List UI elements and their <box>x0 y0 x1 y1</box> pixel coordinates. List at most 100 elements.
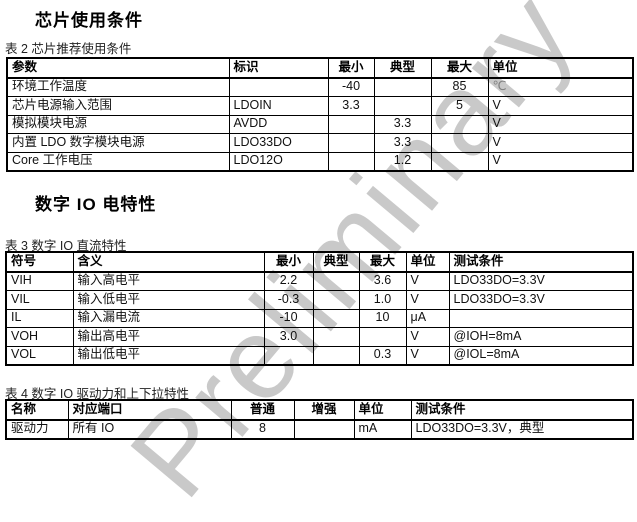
table-cell <box>373 96 432 116</box>
table-caption-recommended-conditions: 表 2 芯片推荐使用条件 <box>5 42 132 56</box>
table-body: 环境工作温度 -40 85 ℃ 芯片电源输入范围 LDOIN 3.3 5 V 模拟模块电源 AVDD… <box>6 77 634 172</box>
table-cell: -40 <box>327 77 375 97</box>
table-cell: LDO12O <box>228 151 329 172</box>
table-caption-io-drive-pullup-pulldown: 表 4 数字 IO 驱动力和上下拉特性 <box>5 387 190 401</box>
table-cell <box>312 327 360 347</box>
table-cell <box>312 308 360 328</box>
section-heading-digital-io-characteristics: 数字 IO 电特性 <box>35 195 157 214</box>
table-cell <box>263 345 314 366</box>
table-cell: V <box>405 271 450 291</box>
column-header: 单位 <box>487 57 634 79</box>
column-header: 典型 <box>373 57 432 79</box>
table-cell: VOL <box>5 345 74 366</box>
table-cell: VIL <box>5 290 74 310</box>
column-header: 增强 <box>293 399 355 421</box>
table-cell: VIH <box>5 271 74 291</box>
table-cell: 3.3 <box>373 114 432 134</box>
table-cell: 所有 IO <box>67 419 232 440</box>
table-cell: 3.6 <box>358 271 407 291</box>
table-cell: V <box>487 133 634 153</box>
table-cell: LDO33DO=3.3V <box>448 271 634 291</box>
datasheet-page: 芯片使用条件 表 2 芯片推荐使用条件 参数 标识 最小 典型 最大 单位 环境工作温度 -… <box>5 11 634 440</box>
table-cell: 1.2 <box>373 151 432 172</box>
table-cell: LDO33DO=3.3V，典型 <box>410 419 634 440</box>
table-io-drive-strength: 名称 对应端口 普通 增强 单位 测试条件 驱动力 所有 IO 8 mA LDO33DO=3.3V… <box>5 399 634 440</box>
column-header: 对应端口 <box>67 399 232 421</box>
table-row: VOH 输出高电平 3.0 V @IOH=8mA <box>5 327 634 347</box>
table-row: 环境工作温度 -40 85 ℃ <box>6 77 634 97</box>
table-cell: 驱动力 <box>5 419 69 440</box>
table-cell <box>312 290 360 310</box>
table-cell <box>293 419 355 440</box>
table-row: IL 输入漏电流 -10 10 μA <box>5 308 634 328</box>
table-cell: 输入低电平 <box>72 290 265 310</box>
table-cell <box>448 308 634 328</box>
table-cell: 10 <box>358 308 407 328</box>
table-cell: 环境工作温度 <box>6 77 230 97</box>
column-header: 最大 <box>430 57 489 79</box>
table-cell: IL <box>5 308 74 328</box>
table-header-row: 符号 含义 最小 典型 最大 单位 测试条件 <box>5 251 634 273</box>
section-heading-chip-operating-conditions: 芯片使用条件 <box>35 11 143 30</box>
table-cell <box>373 77 432 97</box>
table-cell: LDOIN <box>228 96 329 116</box>
column-header: 标识 <box>228 57 329 79</box>
table-cell: V <box>405 290 450 310</box>
table-body: 驱动力 所有 IO 8 mA LDO33DO=3.3V，典型 <box>5 419 634 440</box>
table-cell <box>430 133 489 153</box>
table-cell: AVDD <box>228 114 329 134</box>
column-header: 普通 <box>230 399 295 421</box>
table-row: 内置 LDO 数字模块电源 LDO33DO 3.3 V <box>6 133 634 153</box>
table-cell: μA <box>405 308 450 328</box>
table-cell: 5 <box>430 96 489 116</box>
table-row: VIL 输入低电平 -0.3 1.0 V LDO33DO=3.3V <box>5 290 634 310</box>
table-cell: 1.0 <box>358 290 407 310</box>
column-header: 测试条件 <box>410 399 634 421</box>
table-cell: V <box>405 327 450 347</box>
column-header: 参数 <box>6 57 230 79</box>
table-cell: LDO33DO <box>228 133 329 153</box>
table-cell: 输出低电平 <box>72 345 265 366</box>
column-header: 测试条件 <box>448 251 634 273</box>
table-cell: 模拟模块电源 <box>6 114 230 134</box>
table-row: 芯片电源输入范围 LDOIN 3.3 5 V <box>6 96 634 116</box>
header-row: 参数 标识 最小 典型 最大 单位 <box>6 57 634 79</box>
table-cell: 输出高电平 <box>72 327 265 347</box>
table-cell: 3.3 <box>327 96 375 116</box>
table-row: VIH 输入高电平 2.2 3.6 V LDO33DO=3.3V <box>5 271 634 291</box>
table-cell <box>228 77 329 97</box>
table-cell: -0.3 <box>263 290 314 310</box>
table-cell <box>312 271 360 291</box>
table-cell <box>327 114 375 134</box>
table-cell: -10 <box>263 308 314 328</box>
table-cell: V <box>487 114 634 134</box>
table-cell <box>327 151 375 172</box>
table-cell: V <box>487 96 634 116</box>
table-cell <box>358 327 407 347</box>
table-cell: 内置 LDO 数字模块电源 <box>6 133 230 153</box>
table-cell <box>430 114 489 134</box>
table-recommended-operating-conditions: 参数 标识 最小 典型 最大 单位 环境工作温度 -40 85 ℃ 芯片电源输入范围 LDOIN 3.… <box>6 57 634 172</box>
table-cell: 3.3 <box>373 133 432 153</box>
table-cell: @IOH=8mA <box>448 327 634 347</box>
header-row: 符号 含义 最小 典型 最大 单位 测试条件 <box>5 251 634 273</box>
table-cell: 85 <box>430 77 489 97</box>
table-body: VIH 输入高电平 2.2 3.6 V LDO33DO=3.3V VIL 输入低电平 -0.3 1… <box>5 271 634 366</box>
table-cell: 2.2 <box>263 271 314 291</box>
table-cell <box>327 133 375 153</box>
table-row: Core 工作电压 LDO12O 1.2 V <box>6 151 634 172</box>
column-header: 最大 <box>358 251 407 273</box>
table-cell <box>312 345 360 366</box>
table-cell <box>430 151 489 172</box>
table-row: 驱动力 所有 IO 8 mA LDO33DO=3.3V，典型 <box>5 419 634 440</box>
column-header: 含义 <box>72 251 265 273</box>
table-cell: V <box>405 345 450 366</box>
table-cell: LDO33DO=3.3V <box>448 290 634 310</box>
table-cell: 3.0 <box>263 327 314 347</box>
table-cell: 输入高电平 <box>72 271 265 291</box>
table-row: 模拟模块电源 AVDD 3.3 V <box>6 114 634 134</box>
table-cell: @IOL=8mA <box>448 345 634 366</box>
table-cell: Core 工作电压 <box>6 151 230 172</box>
table-cell: 8 <box>230 419 295 440</box>
header-row: 名称 对应端口 普通 增强 单位 测试条件 <box>5 399 634 421</box>
